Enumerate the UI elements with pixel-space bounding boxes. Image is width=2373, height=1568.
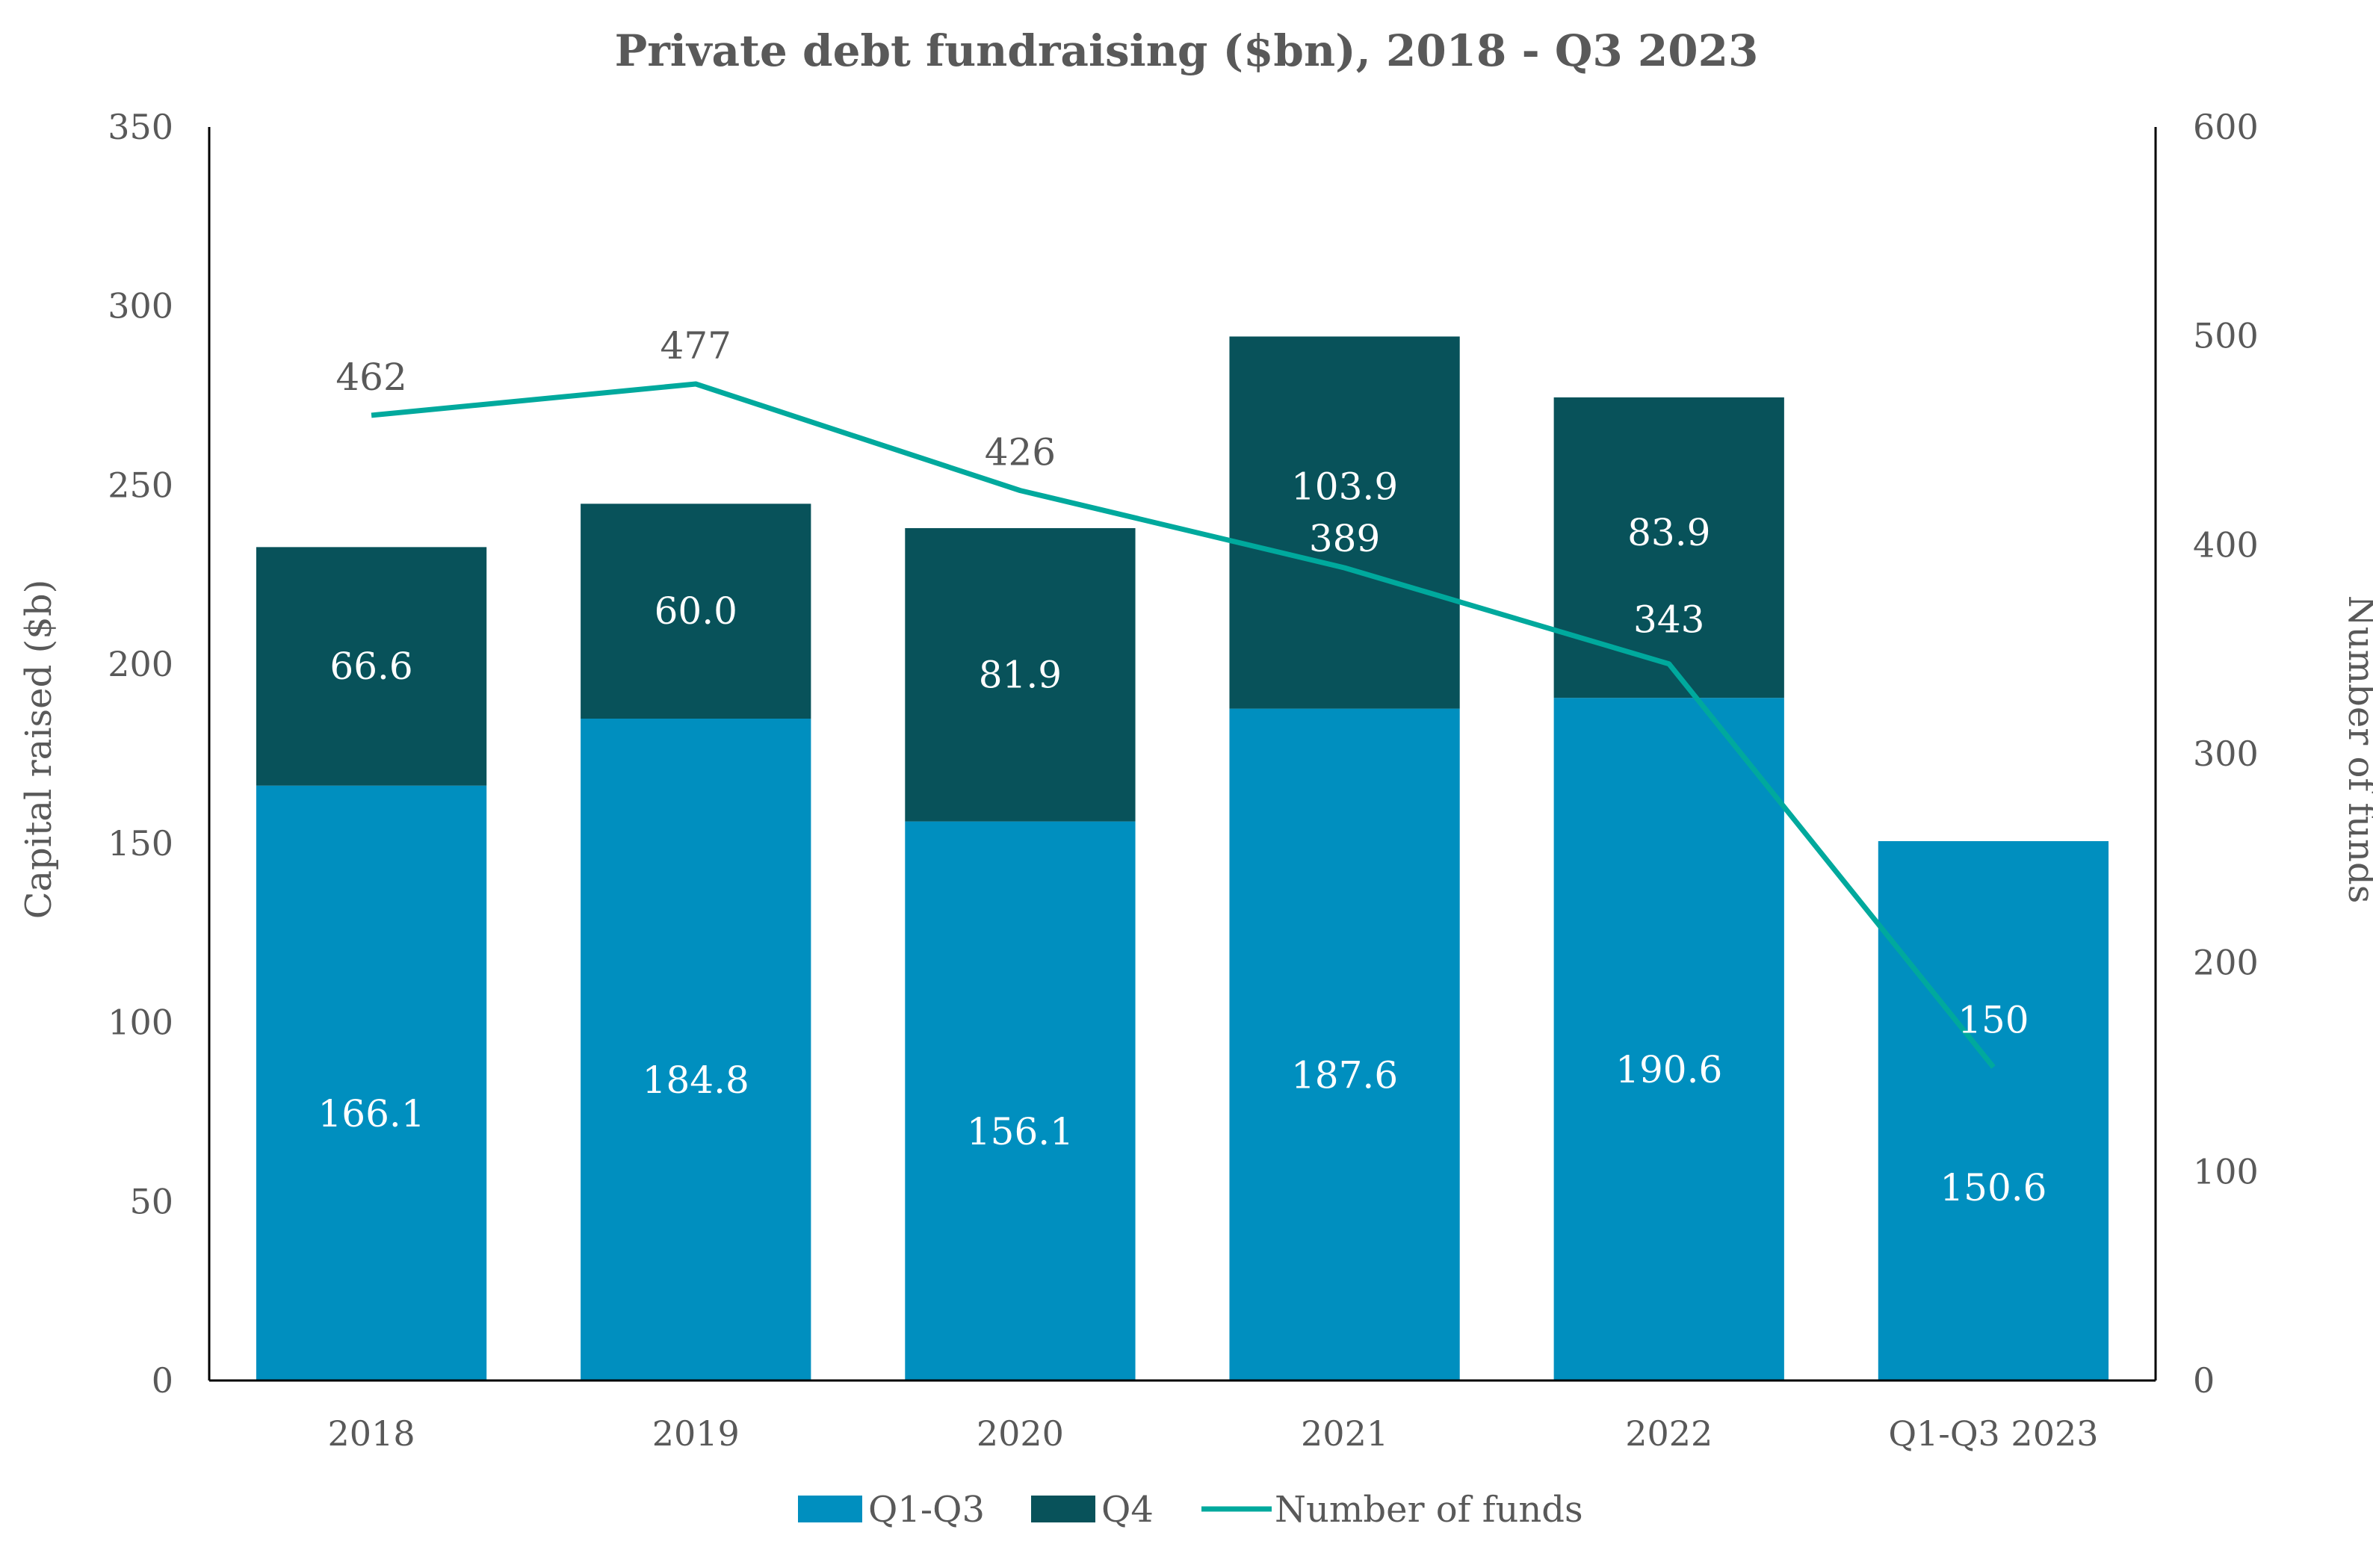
y2-tick-label-4: 400 [2193, 524, 2259, 565]
legend-swatch-1 [1031, 1496, 1095, 1522]
x-tick-label-5: Q1-Q3 2023 [1888, 1413, 2098, 1454]
line-label-0: 462 [335, 356, 406, 399]
legend-swatch-0 [798, 1496, 862, 1522]
bar-label-q4-2: 81.9 [979, 653, 1062, 696]
y-tick-label-2: 100 [108, 1003, 173, 1043]
line-label-4: 343 [1633, 598, 1704, 642]
y-tick-label-0: 0 [152, 1360, 173, 1401]
axes-group: 0 50 100 150 200 250 300 350 0 100 200 300 400 500 600… [108, 107, 2259, 1454]
y-tick-label-7: 350 [108, 107, 173, 147]
x-tick-label-4: 2022 [1625, 1413, 1713, 1454]
y-tick-label-6: 300 [108, 286, 173, 326]
data-labels-group: 166.1 66.6 184.8 60.0 156.1 81.9 187.6 103.9 190… [318, 324, 2047, 1209]
bar-label-q1-q3-2: 156.1 [967, 1110, 1074, 1153]
line-label-2: 426 [985, 431, 1056, 474]
y-axis-title: Capital raised ($b) [18, 580, 60, 920]
y2-tick-label-1: 100 [2193, 1151, 2259, 1192]
bar-label-q1-q3-1: 184.8 [643, 1059, 749, 1102]
legend-label-1: Q4 [1101, 1489, 1154, 1531]
bar-label-q4-1: 60.0 [655, 589, 737, 633]
x-tick-label-1: 2019 [652, 1413, 740, 1454]
bar-q4-1 [581, 503, 811, 719]
bar-label-q4-3: 103.9 [1291, 465, 1398, 509]
bar-q1-q3-0 [256, 785, 487, 1380]
y-tick-label-5: 250 [108, 465, 173, 505]
line-label-5: 150 [1958, 999, 2029, 1042]
bar-label-q1-q3-0: 166.1 [318, 1092, 425, 1135]
bar-q4-0 [256, 547, 487, 786]
line-label-3: 389 [1309, 517, 1380, 560]
y2-tick-label-5: 500 [2193, 316, 2259, 356]
y2-tick-label-3: 300 [2193, 734, 2259, 774]
bar-q4-4 [1553, 397, 1784, 698]
x-tick-label-3: 2021 [1301, 1413, 1388, 1454]
bar-q1-q3-1 [581, 719, 811, 1380]
chart-title: Private debt fundraising ($bn), 2018 - Q… [615, 25, 1759, 76]
y-tick-label-4: 200 [108, 644, 173, 684]
bar-label-q1-q3-4: 190.6 [1615, 1048, 1722, 1091]
bar-q4-3 [1229, 336, 1460, 709]
legend-label-0: Q1-Q3 [868, 1489, 985, 1531]
line-number-of-funds [371, 381, 1996, 1069]
bar-q1-q3-2 [905, 821, 1136, 1380]
bar-label-q4-0: 66.6 [330, 645, 412, 688]
bar-label-q4-4: 83.9 [1627, 511, 1710, 554]
legend-label-2: Number of funds [1275, 1489, 1583, 1531]
y2-tick-label-0: 0 [2193, 1360, 2215, 1401]
x-tick-label-2: 2020 [977, 1413, 1064, 1454]
legend: Q1-Q3 Q4 Number of funds [798, 1489, 1583, 1531]
y2-tick-label-6: 600 [2193, 107, 2259, 147]
line-label-1: 477 [660, 324, 731, 368]
x-tick-label-0: 2018 [328, 1413, 415, 1454]
line-series-group [371, 381, 1996, 1069]
bar-label-q1-q3-5: 150.6 [1940, 1166, 2046, 1209]
y2-axis-title: Number of funds [2340, 595, 2373, 904]
bar-q4-2 [905, 527, 1136, 822]
y-tick-label-1: 50 [129, 1181, 173, 1221]
bar-q1-q3-3 [1229, 708, 1460, 1380]
bar-group [256, 336, 2109, 1380]
bar-q1-q3-5 [1878, 840, 2109, 1380]
bar-label-q1-q3-3: 187.6 [1291, 1053, 1398, 1097]
y-tick-label-3: 150 [108, 823, 173, 864]
y2-tick-label-2: 200 [2193, 943, 2259, 983]
bar-q1-q3-4 [1553, 698, 1784, 1380]
